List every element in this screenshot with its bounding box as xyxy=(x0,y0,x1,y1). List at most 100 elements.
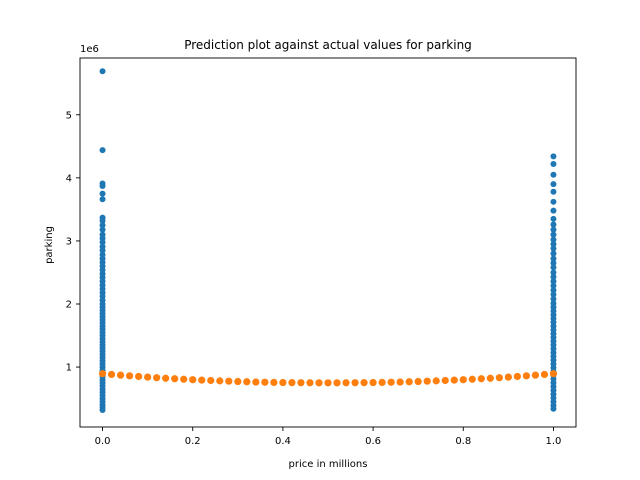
y-tick-label: 3 xyxy=(66,236,72,247)
x-tick-label: 0.8 xyxy=(455,436,471,447)
predicted-point xyxy=(378,378,386,387)
predicted-point xyxy=(153,374,161,382)
actual-point xyxy=(99,147,106,154)
x-tick-label: 0.2 xyxy=(185,436,201,447)
axes: 0.0 0.2 0.4 0.6 0.8 1.0 1 2 3 4 5 xyxy=(66,57,577,447)
y-tick-label: 5 xyxy=(66,110,72,121)
actual-point xyxy=(550,171,557,178)
predicted-point xyxy=(468,375,476,383)
predicted-point xyxy=(189,376,197,384)
predicted-point xyxy=(306,379,314,387)
predicted-point xyxy=(297,379,305,387)
predicted-point xyxy=(270,378,278,387)
predicted-point xyxy=(135,372,143,381)
predicted-point xyxy=(216,377,224,385)
actual-point xyxy=(550,250,557,257)
predicted-point xyxy=(342,379,350,387)
predicted-point xyxy=(144,373,152,381)
predicted-point xyxy=(243,378,251,386)
x-tick-label: 1.0 xyxy=(546,436,562,447)
predicted-point xyxy=(252,378,260,386)
predicted-point xyxy=(98,370,107,378)
actual-point xyxy=(550,295,557,302)
x-axis-label: price in millions xyxy=(289,459,368,470)
predicted-point xyxy=(504,373,512,381)
predicted-point xyxy=(513,372,521,381)
actual-point xyxy=(99,406,106,413)
y-offset-label: 1e6 xyxy=(80,44,99,55)
predicted-point xyxy=(116,371,125,379)
predicted-point xyxy=(405,378,413,386)
predicted-point xyxy=(369,378,377,387)
y-tick-label: 1 xyxy=(66,363,72,374)
actual-point xyxy=(550,278,557,285)
predicted-point xyxy=(396,378,404,386)
predicted-point xyxy=(387,378,395,386)
y-tick-label: 4 xyxy=(66,173,72,184)
predicted-point xyxy=(198,376,206,384)
predicted-point xyxy=(351,379,359,387)
actual-point xyxy=(550,269,557,276)
predicted-point xyxy=(450,376,458,384)
actual-point xyxy=(550,221,557,228)
actual-point xyxy=(99,196,106,203)
actual-point xyxy=(550,405,557,412)
actual-point xyxy=(550,273,557,280)
x-tick-label: 0.4 xyxy=(275,436,291,447)
predicted-point xyxy=(495,374,503,382)
actual-point xyxy=(550,226,557,233)
predicted-point xyxy=(225,377,233,385)
predicted-point xyxy=(360,379,368,387)
predicted-point xyxy=(549,370,558,378)
predicted-point xyxy=(432,377,440,385)
predicted-point xyxy=(522,372,531,380)
actual-point xyxy=(99,239,106,246)
actual-point xyxy=(550,291,557,298)
predicted-point xyxy=(126,372,134,380)
actual-point xyxy=(550,241,557,248)
predicted-point xyxy=(540,370,549,379)
actual-point xyxy=(550,260,557,266)
actual-point xyxy=(550,181,557,188)
actual-point xyxy=(99,217,106,224)
predicted-point xyxy=(477,375,485,383)
actual-point xyxy=(99,190,106,197)
actual-point xyxy=(550,245,557,252)
actual-point xyxy=(99,68,106,75)
x-tick-label: 0.6 xyxy=(365,436,381,447)
plot-area xyxy=(98,68,558,413)
predicted-point xyxy=(315,379,323,387)
actual-point xyxy=(99,183,106,190)
actual-point xyxy=(99,222,106,229)
predicted-point xyxy=(107,370,116,379)
predicted-point xyxy=(162,374,170,382)
predicted-point xyxy=(459,376,467,384)
actual-point xyxy=(550,188,557,195)
predicted-point xyxy=(531,371,540,379)
predicted-point xyxy=(414,377,422,386)
predicted-point xyxy=(441,376,449,385)
actual-point xyxy=(550,207,557,214)
predicted-point xyxy=(207,376,215,385)
actual-point xyxy=(550,287,557,294)
x-tick-label: 0.0 xyxy=(95,436,111,447)
actual-point xyxy=(550,231,557,238)
actual-point xyxy=(550,160,557,167)
actual-point xyxy=(99,226,106,233)
actual-point xyxy=(550,255,557,262)
predicted-point xyxy=(171,375,179,383)
predicted-point xyxy=(261,378,269,386)
actual-point xyxy=(550,236,557,243)
predicted-point xyxy=(333,379,341,387)
predicted-point xyxy=(423,377,431,385)
y-tick-label: 2 xyxy=(66,300,72,311)
y-axis-label: parking xyxy=(44,226,55,264)
actual-point xyxy=(99,247,106,254)
predicted-point xyxy=(324,379,332,387)
chart-title: Prediction plot against actual values fo… xyxy=(184,38,472,52)
actual-point xyxy=(550,282,557,289)
predicted-point xyxy=(180,375,188,383)
actual-point xyxy=(550,153,557,160)
actual-point xyxy=(550,264,557,271)
